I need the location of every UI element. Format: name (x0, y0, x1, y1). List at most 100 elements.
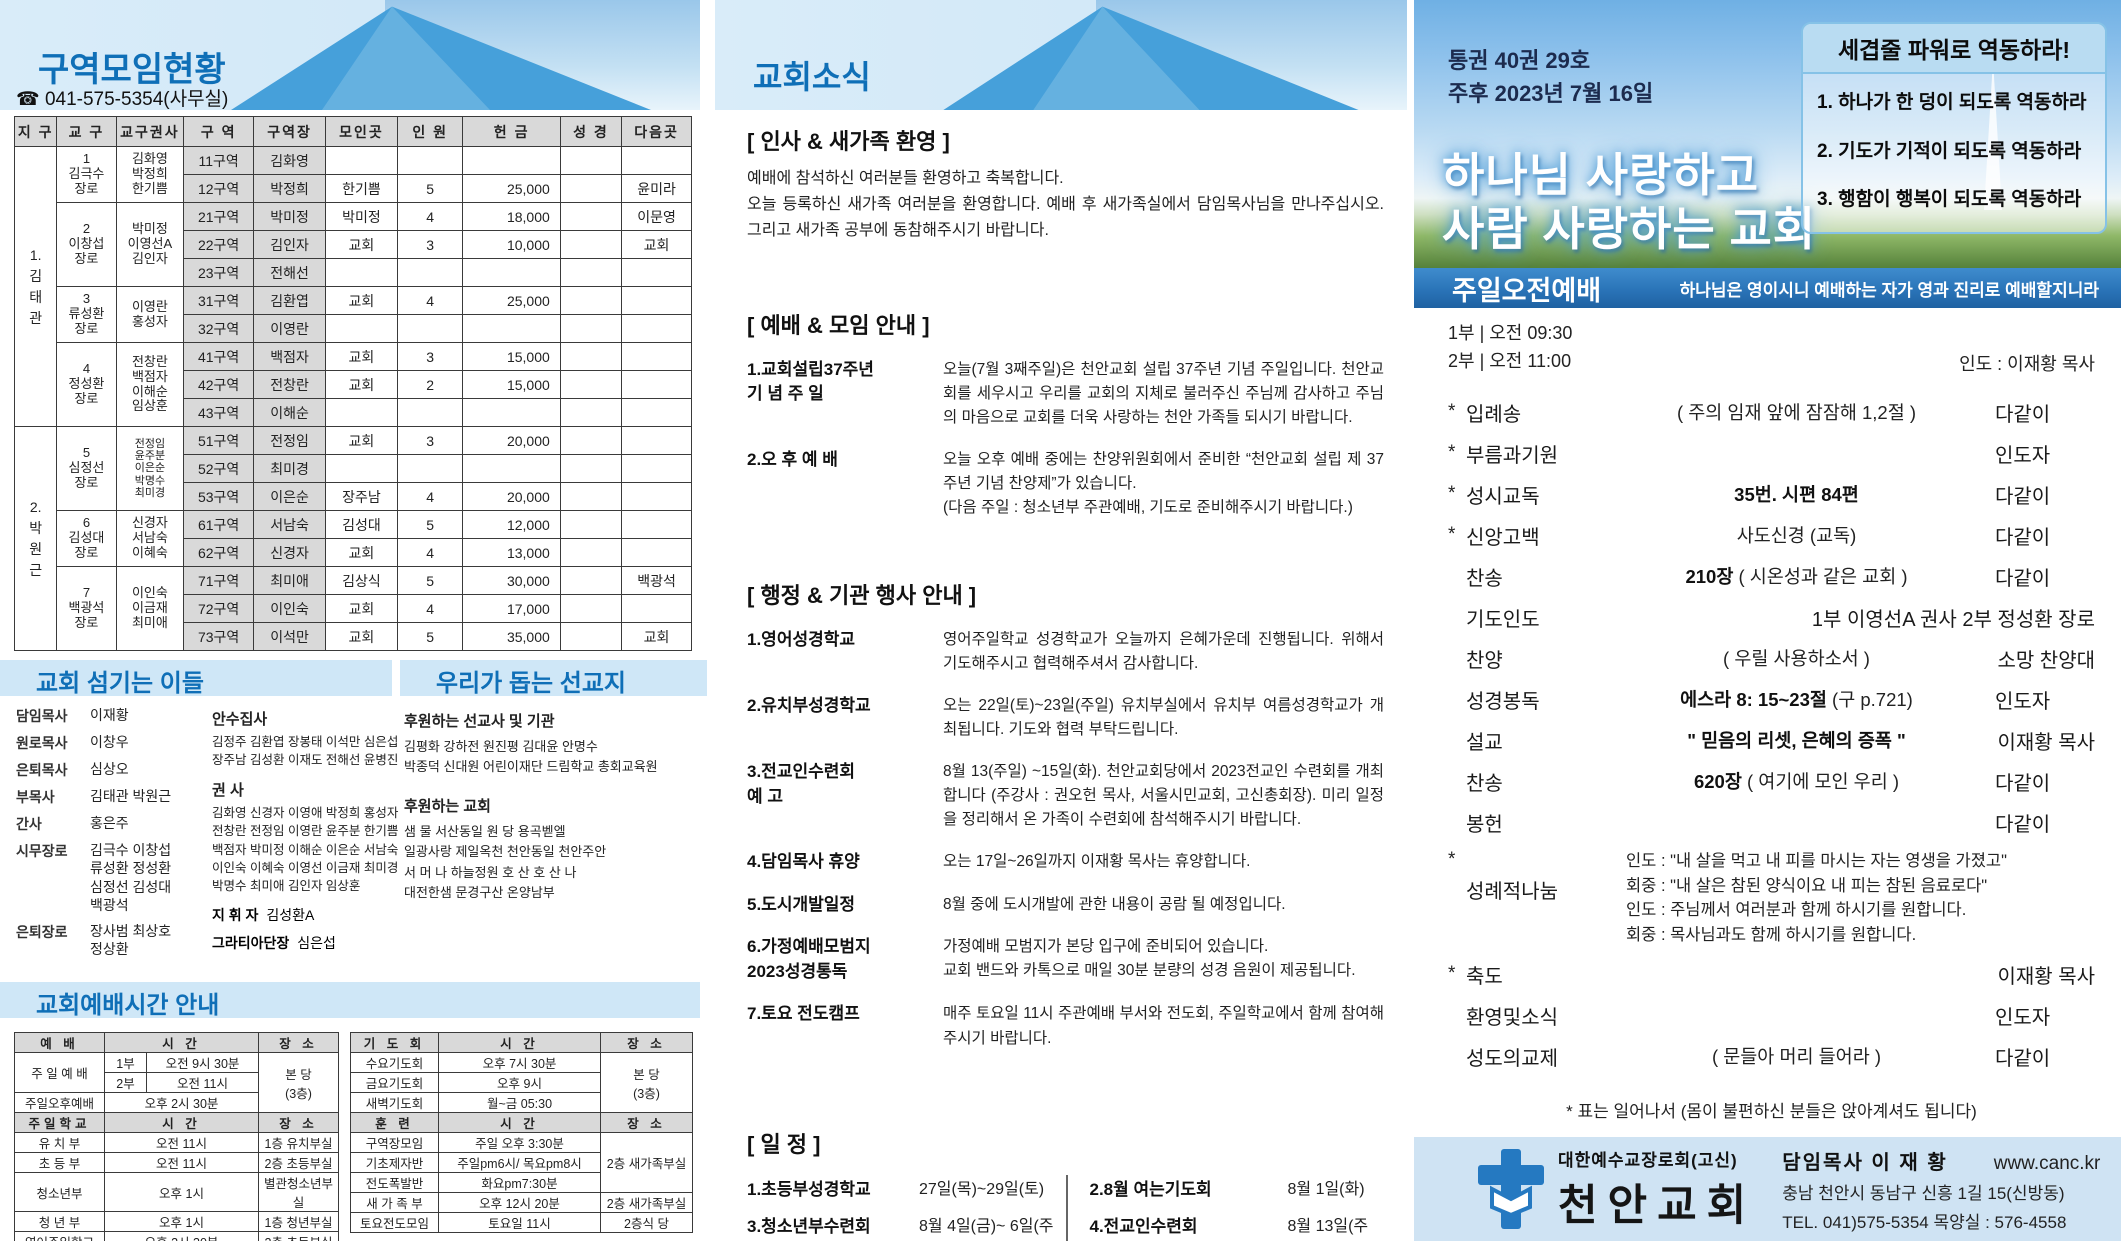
cell-leader: 이석만 (253, 622, 326, 651)
cell-leader: 이영란 (253, 314, 326, 343)
role-value: 홍은주 (90, 815, 129, 831)
order-row: 성경봉독 에스라 8: 15~23절 (구 p.721) 인도자 (1448, 679, 2095, 720)
cell-place: 교회 (324, 370, 398, 399)
table-row: 2부 오전 11시 (15, 1072, 339, 1093)
cell-count: 5 (396, 622, 464, 651)
role-label: 간사 (16, 816, 42, 832)
cell-leader: 김인자 (253, 230, 326, 259)
cell: 토요전도모임 (350, 1212, 439, 1233)
item-label: 1.영어성경학교 (747, 629, 856, 649)
item-desc: 오늘 오후 예배 중에는 찬양위원회에서 준비한 “천안교회 설립 제 37주년… (943, 450, 1384, 516)
parish-cell: 2 이창섭 장로 (56, 202, 117, 287)
schedule-row: 1.초등부성경학교 27일(목)~29일(토) (747, 1175, 1066, 1200)
table-row: 52구역 최미경 (15, 454, 692, 483)
cell-leader: 박정희 (253, 174, 326, 203)
order-label: 성도의교제 (1466, 1047, 1558, 1070)
item-desc: 오는 17일~26일까지 이재황 목사는 휴양합니다. (943, 852, 1251, 870)
gwonsa-names: 김화영 신경자 이영애 박정희 홍성자 전창란 전정임 이영란 윤주분 한기쁨 … (212, 806, 399, 893)
cell: 2층 새가족부실 (600, 1132, 693, 1193)
schedule-name: 1.초등부성경학교 (747, 1179, 871, 1199)
parish-gwonsa-cell: 박미정 이영선A 김인자 (115, 202, 185, 287)
panel-church-news: 교회소식 [ 인사 & 새가족 환영 ] 예배에 참석하신 여러분들 환영하고 … (707, 0, 1414, 1241)
cell-next (621, 286, 692, 315)
order-detail: 에스라 8: 15~23절 (구 p.721) (1680, 689, 1913, 711)
conductor-row: 지 휘 자 김성환A (212, 905, 400, 925)
cell-bible (559, 342, 623, 371)
cell-bible (559, 230, 623, 259)
worship-times-title: 교회예배시간 안내 (36, 992, 220, 1019)
order-performer: 소망 찬양대 (1997, 649, 2095, 672)
table-row: 6 김성대 장로 신경자 서남숙 이혜숙 61구역 서남숙 김성대 5 12,0… (15, 510, 692, 567)
cell-count (396, 398, 464, 427)
news-item: 1.교회설립37주년 기 념 주 일 오늘(7월 3째주일)은 천안교회 설립 3… (747, 358, 1384, 430)
servants-title: 교회 섬기는 이들 (36, 670, 204, 697)
cell-leader: 이은순 (253, 482, 326, 511)
heading-greeting: [ 인사 & 새가족 환영 ] (747, 129, 950, 154)
cell-count: 5 (396, 566, 464, 595)
table-row: 유 치 부 오전 11시 1층 유치부실 (14, 1132, 340, 1153)
worship-band-title: 주일오전예배 (1452, 275, 1602, 306)
table-row: 전도폭발반 화요pm7:30분 (350, 1172, 693, 1193)
cell-gu: 42구역 (183, 370, 255, 399)
item-label: 7.토요 전도캠프 (747, 1004, 860, 1024)
cell-count: 3 (396, 426, 464, 455)
website-url[interactable]: www.canc.kr (1993, 1152, 2101, 1174)
table-header-row: 기 도 회 시 간 장 소 (350, 1032, 693, 1053)
schedule-row: 4.전교인수련회 8월 13일(주일)~15일(화) (1090, 1212, 1385, 1241)
cell-leader: 전해선 (253, 258, 326, 287)
order-label: 축도 (1466, 965, 1503, 988)
cell-offering: 15,000 (462, 342, 561, 371)
cell-gu: 41구역 (183, 342, 255, 371)
col-header: 교구권사 (115, 116, 185, 147)
cell-next: 윤미라 (621, 174, 692, 203)
cell: 오후 2시 30분 (103, 1231, 260, 1241)
item-desc: 오늘(7월 3째주일)은 천안교회 설립 37주년 기념 주일입니다. 천안교회… (943, 360, 1384, 426)
cell-bible (559, 622, 623, 651)
cell-bible (559, 146, 623, 175)
cell-bible (559, 538, 623, 567)
cell-next (621, 370, 692, 399)
cell-gu: 22구역 (183, 230, 255, 259)
cell-bible (559, 482, 623, 511)
cell-offering (462, 454, 561, 483)
parish-gwonsa-cell: 전창란 백점자 이해순 임상훈 (115, 342, 185, 427)
cell-count (396, 146, 464, 175)
cell-count: 4 (396, 482, 464, 511)
stand-marker: * (1448, 848, 1456, 870)
worship-band-verse: 하나님은 영이시니 예배하는 자가 영과 진리로 예배할지니라 (1679, 280, 2099, 300)
item-desc: 8월 중에 도시개발에 관한 내용이 공람 될 예정입니다. (943, 895, 1286, 913)
cell-place: 교회 (324, 538, 398, 567)
cell-next (621, 454, 692, 483)
panel-cover-worship: 통권 40권 29호 주후 2023년 7월 16일 세겹줄 파워로 역동하라!… (1414, 0, 2121, 1241)
role-row: 시무장로 김극수 이창섭 류성환 정성환 심정선 김성대 백광석 (16, 841, 212, 915)
stand-marker: * (1448, 401, 1456, 423)
col-header: 장 소 (258, 1032, 340, 1053)
cell: 새벽기도회 (350, 1092, 439, 1113)
order-detail: ( 주의 임재 앞에 잠잠해 1,2절 ) (1676, 402, 1917, 424)
church-name-block: 대한예수교장로회(고신) 천안교회 (1558, 1146, 1756, 1233)
cell: 오전 11시 (103, 1132, 260, 1153)
cell-place: 교회 (324, 594, 398, 623)
greeting-body: 예배에 참석하신 여러분들 환영하고 축복합니다. 오늘 등록하신 새가족 여러… (747, 170, 1384, 239)
cell: 청 년 부 (14, 1211, 105, 1232)
cell-leader: 전정임 (253, 426, 326, 455)
section-title-district: 구역모임현황 (38, 51, 226, 89)
cell-next (621, 314, 692, 343)
cell-offering: 13,000 (462, 538, 561, 567)
cell-leader: 서남숙 (253, 510, 326, 539)
slogan-title: 세겹줄 파워로 역동하라! (1803, 24, 2105, 74)
cell: 오전 11시 (145, 1072, 260, 1093)
cell-offering: 30,000 (462, 566, 561, 595)
cell: 오후 9시 (438, 1072, 601, 1093)
order-performer: 인도자 (1995, 1006, 2051, 1029)
gratia-row: 그라티아단장 심은섭 (212, 933, 400, 953)
col-header: 장 소 (600, 1112, 693, 1133)
heading-worship-info: [ 예배 & 모임 안내 ] (747, 312, 930, 338)
cell-next (621, 510, 692, 539)
district-cell: 2. 박 원 근 (13, 426, 58, 651)
cell-next: 이문영 (621, 202, 692, 231)
cell: 주일오후예배 (14, 1092, 105, 1113)
order-row: * 신앙고백 사도신경 (교독) 다같이 (1448, 515, 2095, 556)
order-label: 부름과기원 (1466, 444, 1558, 467)
